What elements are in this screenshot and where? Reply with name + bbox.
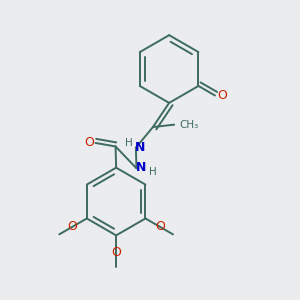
Text: H: H bbox=[124, 138, 132, 148]
Text: N: N bbox=[136, 161, 146, 174]
Text: O: O bbox=[67, 220, 77, 233]
Text: O: O bbox=[84, 136, 94, 149]
Text: N: N bbox=[135, 141, 146, 154]
Text: O: O bbox=[155, 220, 165, 233]
Text: O: O bbox=[217, 89, 227, 102]
Text: O: O bbox=[111, 246, 121, 259]
Text: H: H bbox=[149, 167, 157, 177]
Text: CH₃: CH₃ bbox=[179, 120, 199, 130]
